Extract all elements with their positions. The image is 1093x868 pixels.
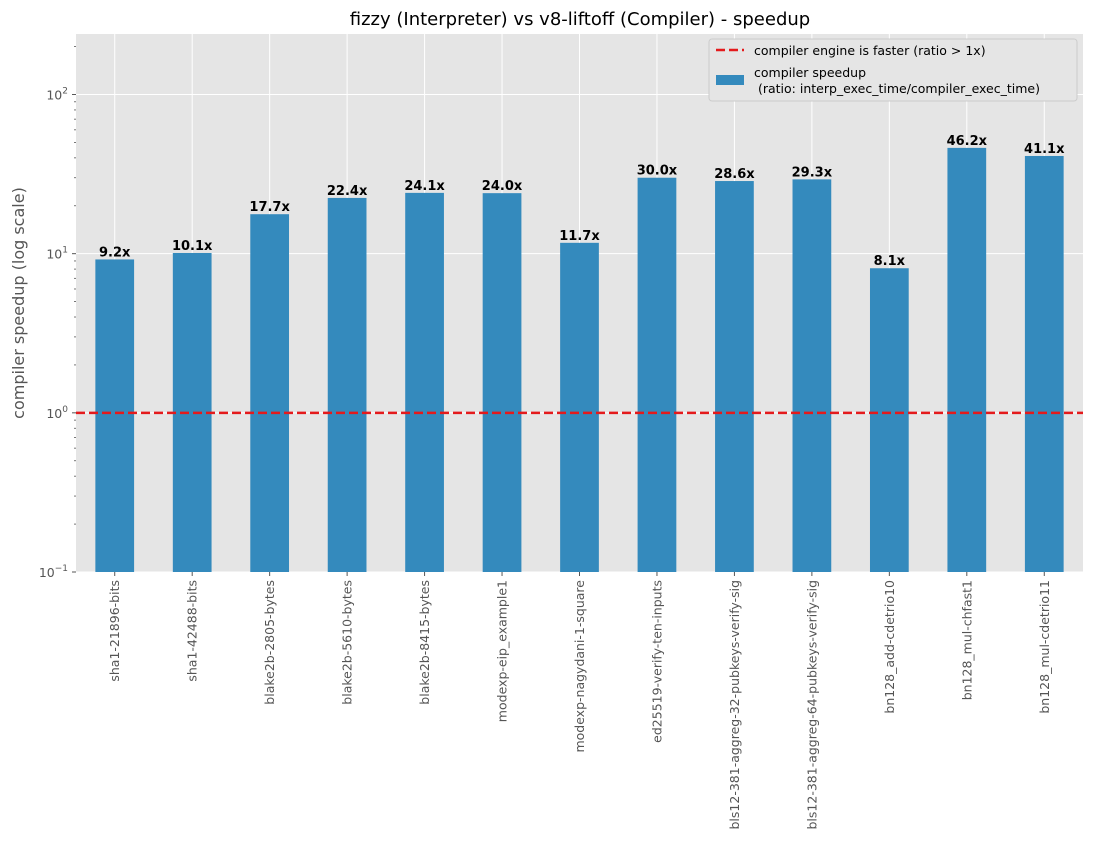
value-label: 9.2x: [99, 245, 131, 260]
legend-series-label: compiler speedup (ratio: interp_exec_tim…: [754, 65, 1040, 96]
x-tick-label: modexp-nagydani-1-square: [572, 580, 587, 753]
bar: [327, 197, 367, 572]
y-tick-exponent: 0: [62, 405, 68, 415]
bar: [172, 252, 212, 573]
y-tick-exponent: 1: [62, 246, 68, 256]
bar: [1024, 155, 1064, 572]
value-label: 22.4x: [327, 184, 368, 199]
legend-bar-swatch: [716, 75, 744, 85]
y-minor-ticks: [74, 46, 76, 525]
x-tick-label: sha1-21896-bits: [107, 580, 122, 682]
legend-series-line: (ratio: interp_exec_time/compiler_exec_t…: [754, 81, 1040, 96]
bar: [482, 193, 522, 572]
legend-box: [708, 38, 1078, 102]
x-tick-label: ed25519-verify-ten-inputs: [649, 580, 664, 743]
bar: [947, 147, 987, 573]
value-label: 46.2x: [947, 134, 988, 149]
bar: [95, 259, 135, 572]
value-label: 17.7x: [249, 200, 290, 215]
value-label: 41.1x: [1024, 142, 1065, 157]
y-tick-label: 10−1: [39, 564, 68, 580]
x-tick-label: blake2b-2805-bytes: [262, 580, 277, 705]
x-tick-label: sha1-42488-bits: [185, 580, 200, 682]
x-tick-label: bls12-381-aggreg-64-pubkeys-verify-sig: [804, 580, 819, 830]
x-axis-ticks: sha1-21896-bits sha1-42488-bits blake2b-28…: [107, 572, 1052, 830]
bar: [405, 192, 444, 572]
chart-title: fizzy (Interpreter) vs v8-liftoff (Compi…: [350, 9, 810, 30]
x-tick-label: bn128_mul-cdetrio11: [1037, 580, 1052, 714]
value-label: 10.1x: [172, 239, 213, 254]
y-tick-exponent: 2: [62, 87, 68, 97]
legend: compiler engine is faster (ratio > 1x) c…: [708, 38, 1078, 102]
bars: [95, 147, 1064, 573]
bar: [715, 181, 754, 573]
value-label: 11.7x: [559, 229, 600, 244]
value-label: 28.6x: [714, 167, 755, 182]
x-tick-label: bn128_add-cdetrio10: [882, 580, 897, 714]
y-axis-label: compiler speedup (log scale): [9, 187, 28, 419]
bar: [792, 179, 832, 573]
value-label: 30.0x: [637, 164, 678, 179]
y-tick-label: 101: [46, 246, 68, 262]
x-tick-label: bn128_mul-chfast1: [959, 580, 974, 700]
bar: [250, 214, 290, 572]
y-tick-label: 102: [46, 87, 68, 103]
x-tick-label: bls12-381-aggreg-32-pubkeys-verify-sig: [727, 580, 742, 830]
x-tick-label: modexp-eip_example1: [495, 580, 510, 722]
value-label: 24.0x: [482, 179, 523, 194]
value-label: 8.1x: [874, 254, 906, 269]
legend-reference-label: compiler engine is faster (ratio > 1x): [754, 43, 986, 58]
x-tick-label: blake2b-8415-bytes: [417, 580, 432, 705]
bar: [869, 268, 909, 572]
value-labels: 9.2x 10.1x 17.7x 22.4x 24.1x 24.0x 11.7x 30.0x 2…: [99, 134, 1065, 269]
legend-series-line: compiler speedup: [754, 65, 866, 80]
value-label: 24.1x: [404, 179, 445, 194]
y-tick-label: 100: [46, 405, 68, 421]
bar: [637, 177, 677, 572]
bar: [560, 242, 599, 572]
value-label: 29.3x: [792, 165, 833, 180]
x-tick-label: blake2b-5610-bytes: [340, 580, 355, 705]
y-tick-exponent: −1: [55, 564, 68, 574]
